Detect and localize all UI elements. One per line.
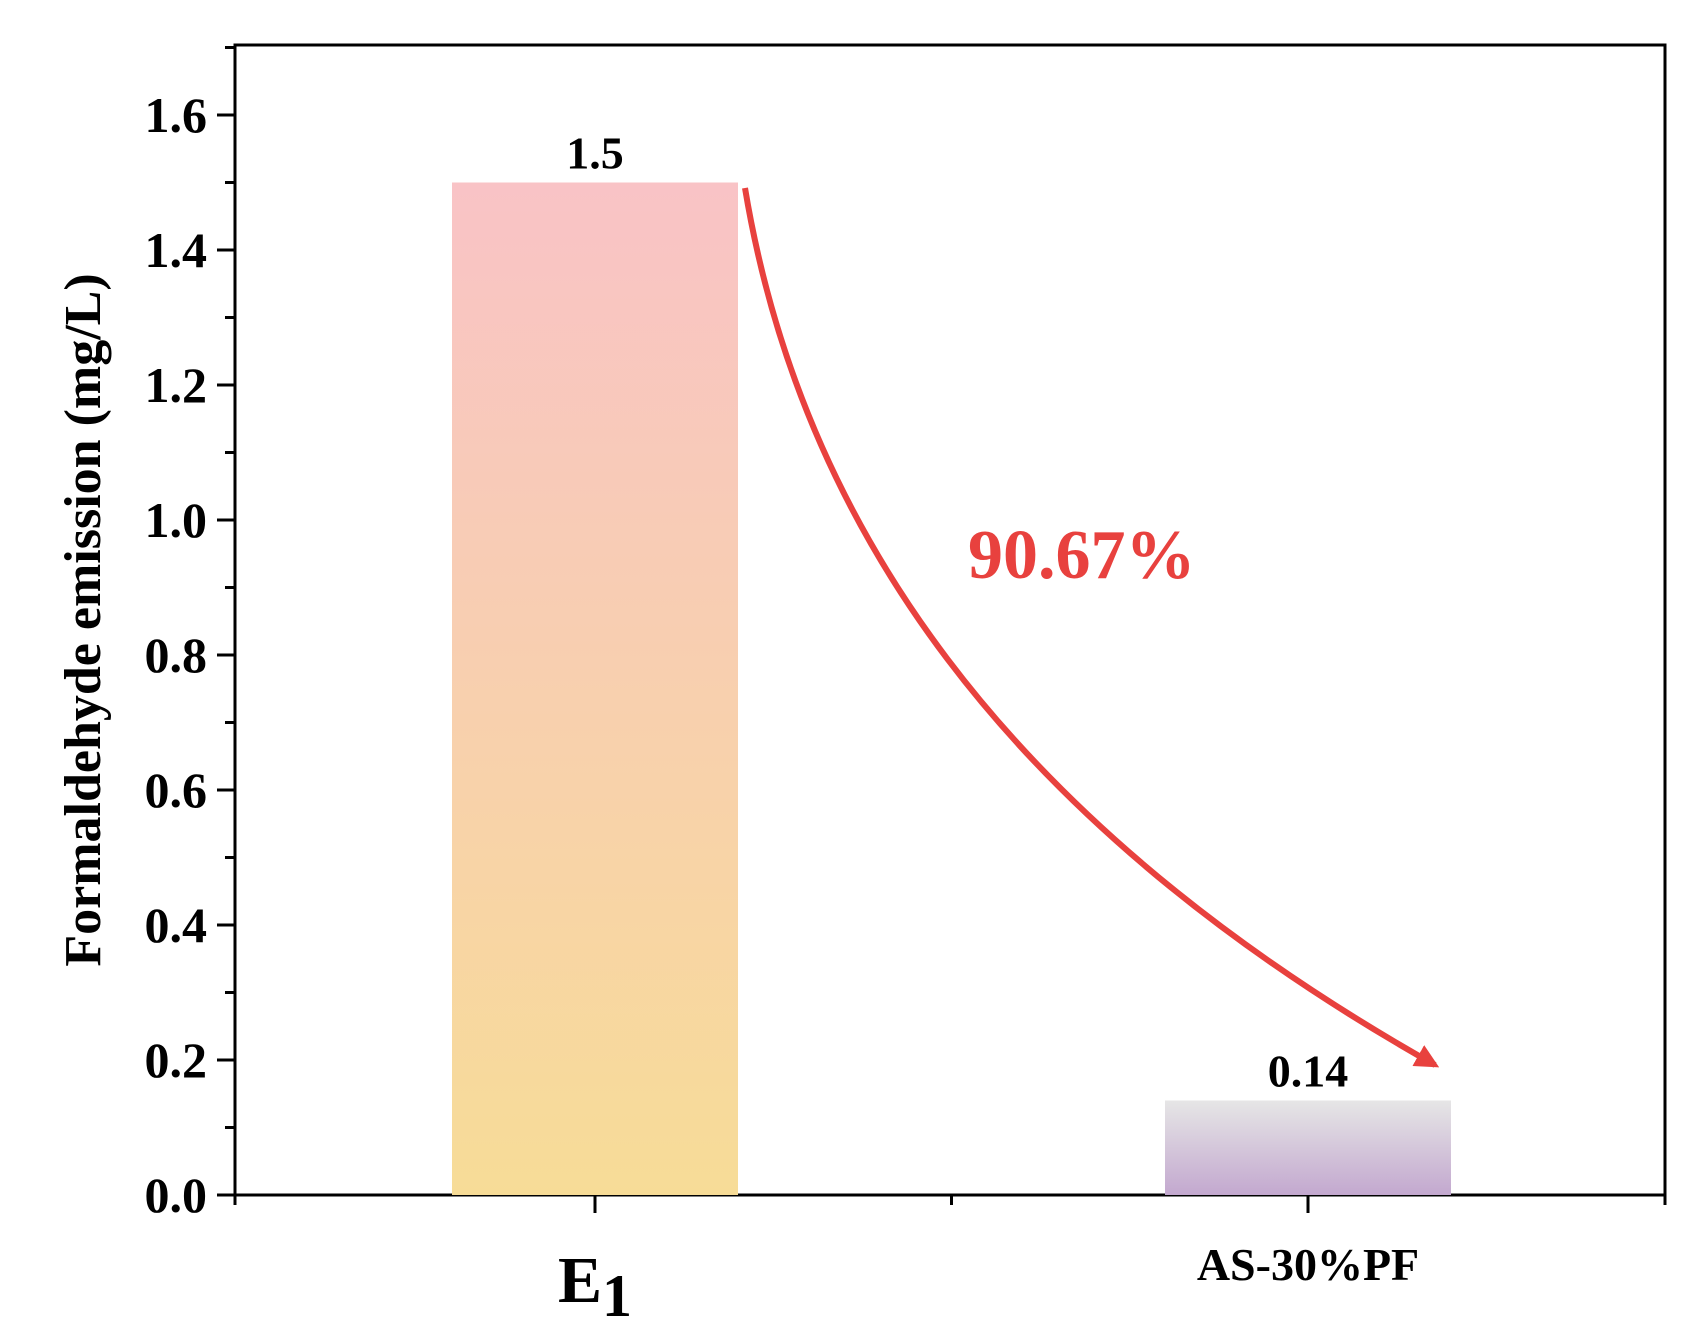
reduction-arrow [742,187,1440,1068]
y-tick-label: 0.6 [145,762,208,818]
category-label-0-subscript: 1 [602,1263,632,1329]
y-tick-label: 1.6 [145,87,208,143]
y-tick-label: 0.0 [145,1167,208,1223]
data-label-1: 0.14 [1268,1046,1349,1097]
x-axis [233,1195,1667,1213]
y-tick-label: 1.0 [145,492,208,548]
bars-group [452,182,1451,1195]
y-tick-label: 0.4 [145,897,208,953]
bar-1 [1165,1100,1451,1195]
category-labels-group: E1 AS-30%PF [558,1239,1419,1329]
reduction-percentage-label: 90.67% [968,517,1196,594]
category-label-0: E1 [558,1244,632,1329]
y-axis: 0.0 0.2 0.4 0.6 0.8 1.0 1.2 1.4 1.6 [145,46,235,1223]
category-label-1: AS-30%PF [1197,1239,1419,1290]
y-tick-label: 1.4 [145,222,208,278]
data-label-0: 1.5 [566,128,624,179]
bar-0 [452,182,738,1195]
y-tick-label: 1.2 [145,357,208,413]
y-tick-label: 0.2 [145,1032,208,1088]
plot-frame [233,43,1667,1197]
data-labels-group: 1.5 0.14 [566,128,1348,1097]
y-tick-label: 0.8 [145,627,208,683]
y-axis-title: Formaldehyde emission (mg/L) [55,273,112,966]
